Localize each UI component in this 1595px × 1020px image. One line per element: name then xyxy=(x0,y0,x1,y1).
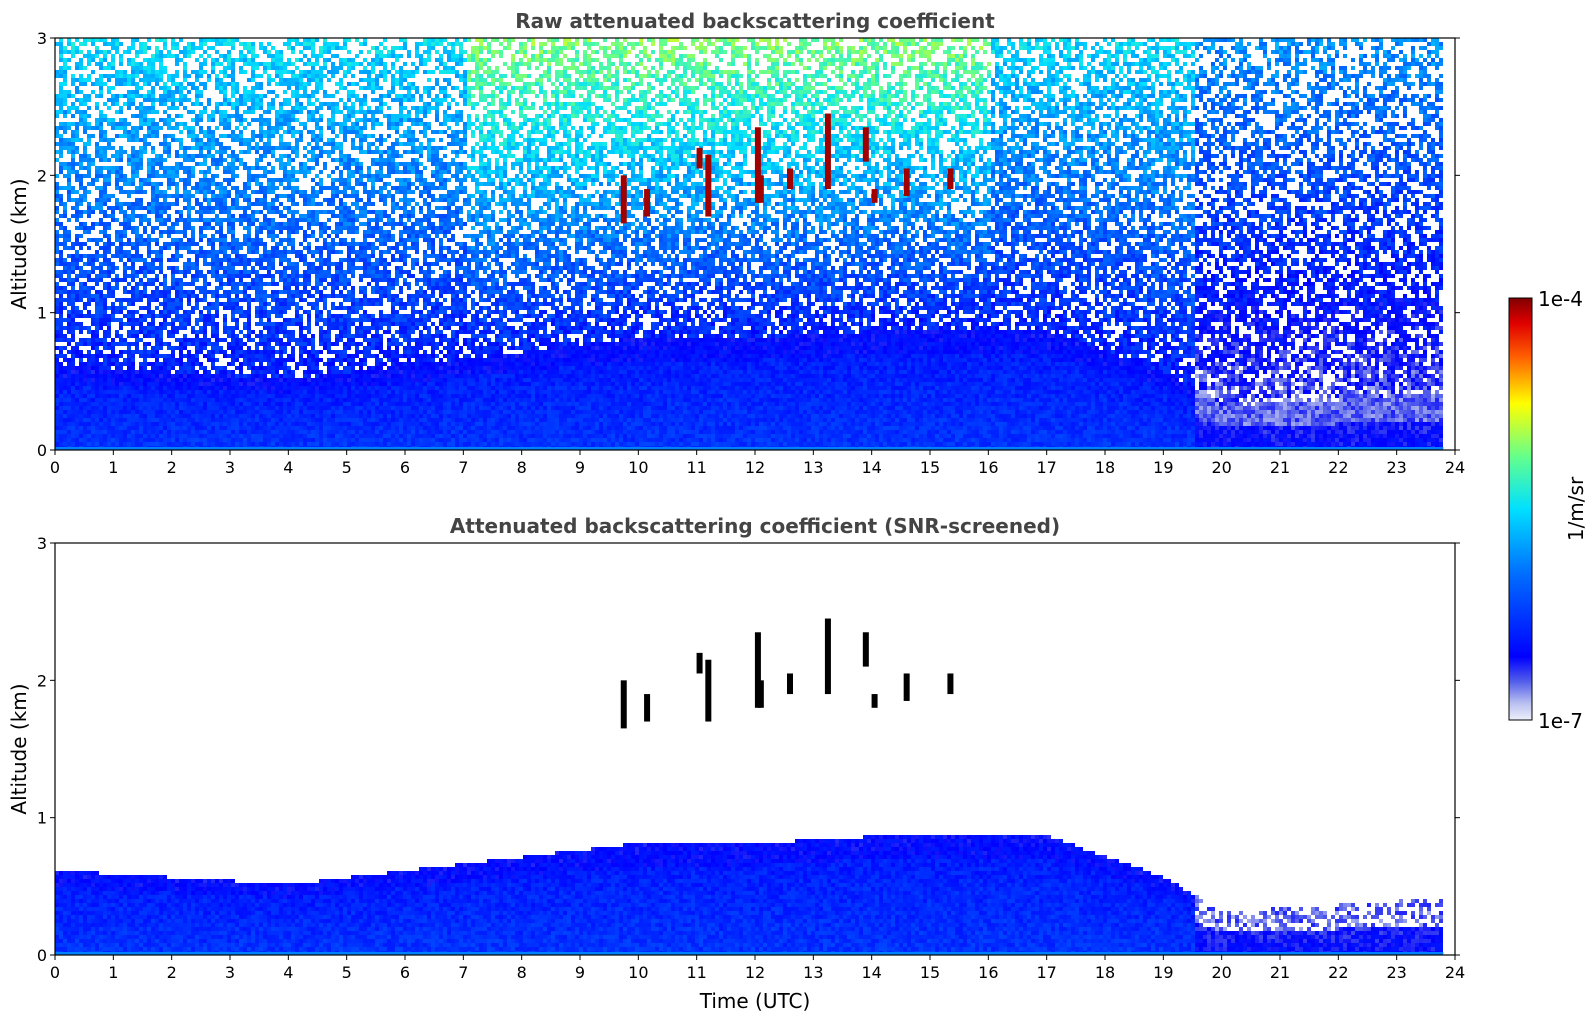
cloud-element xyxy=(758,680,764,707)
cloud-element xyxy=(621,175,627,223)
cloud-element xyxy=(621,680,627,728)
x-tick-label: 4 xyxy=(283,458,293,477)
raw-backscatter-panel: Raw attenuated backscattering coefficien… xyxy=(7,9,1465,477)
colorbar-gradient xyxy=(1509,298,1532,720)
cloud-element xyxy=(863,127,869,161)
x-tick-label: 20 xyxy=(1211,458,1231,477)
x-tick-label: 22 xyxy=(1328,458,1348,477)
x-tick-label: 22 xyxy=(1328,963,1348,982)
x-tick-label: 0 xyxy=(50,963,60,982)
colorbar-max-label: 1e-4 xyxy=(1538,287,1583,311)
x-tick-label: 3 xyxy=(225,458,235,477)
x-tick-label: 19 xyxy=(1153,963,1173,982)
x-tick-label: 12 xyxy=(745,458,765,477)
x-tick-label: 19 xyxy=(1153,458,1173,477)
colorbar: 1e-4 1e-7 1/m/sr xyxy=(1509,287,1588,733)
y-tick-label: 3 xyxy=(37,29,47,48)
x-tick-label: 12 xyxy=(745,963,765,982)
x-tick-label: 16 xyxy=(978,963,998,982)
x-tick-label: 24 xyxy=(1445,963,1465,982)
colorbar-unit-label: 1/m/sr xyxy=(1564,476,1588,541)
cloud-element xyxy=(697,653,703,674)
cloud-element xyxy=(872,694,878,708)
x-tick-label: 18 xyxy=(1095,963,1115,982)
y-tick-label: 0 xyxy=(37,946,47,965)
cloud-element xyxy=(644,694,650,721)
cloud-element xyxy=(787,168,793,189)
x-tick-label: 6 xyxy=(400,963,410,982)
x-tick-label: 2 xyxy=(167,458,177,477)
x-tick-label: 10 xyxy=(628,458,648,477)
x-tick-label: 0 xyxy=(50,458,60,477)
x-tick-label: 1 xyxy=(108,458,118,477)
cloud-element xyxy=(705,660,711,722)
cloud-element xyxy=(904,168,910,195)
x-tick-label: 13 xyxy=(803,458,823,477)
x-tick-label: 4 xyxy=(283,963,293,982)
y-tick-label: 1 xyxy=(37,809,47,828)
x-tick-label: 15 xyxy=(920,963,940,982)
y-axis-label: Altitude (km) xyxy=(7,683,31,814)
cloud-element xyxy=(947,168,953,189)
x-tick-label: 6 xyxy=(400,458,410,477)
x-tick-label: 23 xyxy=(1386,963,1406,982)
x-tick-label: 21 xyxy=(1270,458,1290,477)
x-tick-label: 7 xyxy=(458,963,468,982)
y-tick-label: 2 xyxy=(37,166,47,185)
x-tick-label: 14 xyxy=(861,963,881,982)
x-axis-ticks: 0 1 2 3 4 5 6 7 8 9 10 11 12 13 14 15 16 17 18 19 20 21 22 23 24 xyxy=(50,450,1465,477)
x-tick-label: 9 xyxy=(575,458,585,477)
x-tick-label: 10 xyxy=(628,963,648,982)
heatmap-area xyxy=(55,38,1443,450)
x-tick-label: 16 xyxy=(978,458,998,477)
x-tick-label: 21 xyxy=(1270,963,1290,982)
cloud-element xyxy=(825,619,831,695)
snr-screened-panel: Attenuated backscattering coefficient (S… xyxy=(7,514,1465,1013)
cloud-element xyxy=(787,673,793,694)
y-tick-label: 1 xyxy=(37,304,47,323)
cloud-element xyxy=(758,175,764,202)
x-tick-label: 5 xyxy=(342,963,352,982)
x-tick-label: 3 xyxy=(225,963,235,982)
x-tick-label: 20 xyxy=(1211,963,1231,982)
cloud-element xyxy=(863,632,869,666)
cloud-element xyxy=(947,673,953,694)
x-tick-label: 24 xyxy=(1445,458,1465,477)
cloud-element xyxy=(904,673,910,700)
x-axis-label: Time (UTC) xyxy=(699,989,811,1013)
chart-title: Raw attenuated backscattering coefficien… xyxy=(515,9,995,33)
x-tick-label: 14 xyxy=(861,458,881,477)
colorbar-min-label: 1e-7 xyxy=(1538,709,1583,733)
x-tick-label: 18 xyxy=(1095,458,1115,477)
cloud-element xyxy=(705,155,711,217)
x-tick-label: 11 xyxy=(686,458,706,477)
x-tick-label: 8 xyxy=(517,963,527,982)
x-tick-label: 11 xyxy=(686,963,706,982)
x-tick-label: 5 xyxy=(342,458,352,477)
x-tick-label: 13 xyxy=(803,963,823,982)
y-tick-label: 3 xyxy=(37,534,47,553)
cloud-element xyxy=(644,189,650,216)
x-tick-label: 1 xyxy=(108,963,118,982)
figure: Raw attenuated backscattering coefficien… xyxy=(0,0,1595,1020)
x-axis-ticks: 0 1 2 3 4 5 6 7 8 9 10 11 12 13 14 15 16 17 18 19 20 21 22 23 24 xyxy=(50,955,1465,982)
x-tick-label: 17 xyxy=(1036,963,1056,982)
cloud-element xyxy=(697,148,703,169)
x-tick-label: 7 xyxy=(458,458,468,477)
cloud-element xyxy=(825,114,831,190)
y-axis-label: Altitude (km) xyxy=(7,178,31,309)
x-tick-label: 2 xyxy=(167,963,177,982)
x-tick-label: 8 xyxy=(517,458,527,477)
x-tick-label: 15 xyxy=(920,458,940,477)
cloud-element xyxy=(872,189,878,203)
x-tick-label: 17 xyxy=(1036,458,1056,477)
x-tick-label: 9 xyxy=(575,963,585,982)
chart-title: Attenuated backscattering coefficient (S… xyxy=(450,514,1060,538)
heatmap-area xyxy=(55,619,1443,955)
y-tick-label: 2 xyxy=(37,671,47,690)
y-tick-label: 0 xyxy=(37,441,47,460)
x-tick-label: 23 xyxy=(1386,458,1406,477)
